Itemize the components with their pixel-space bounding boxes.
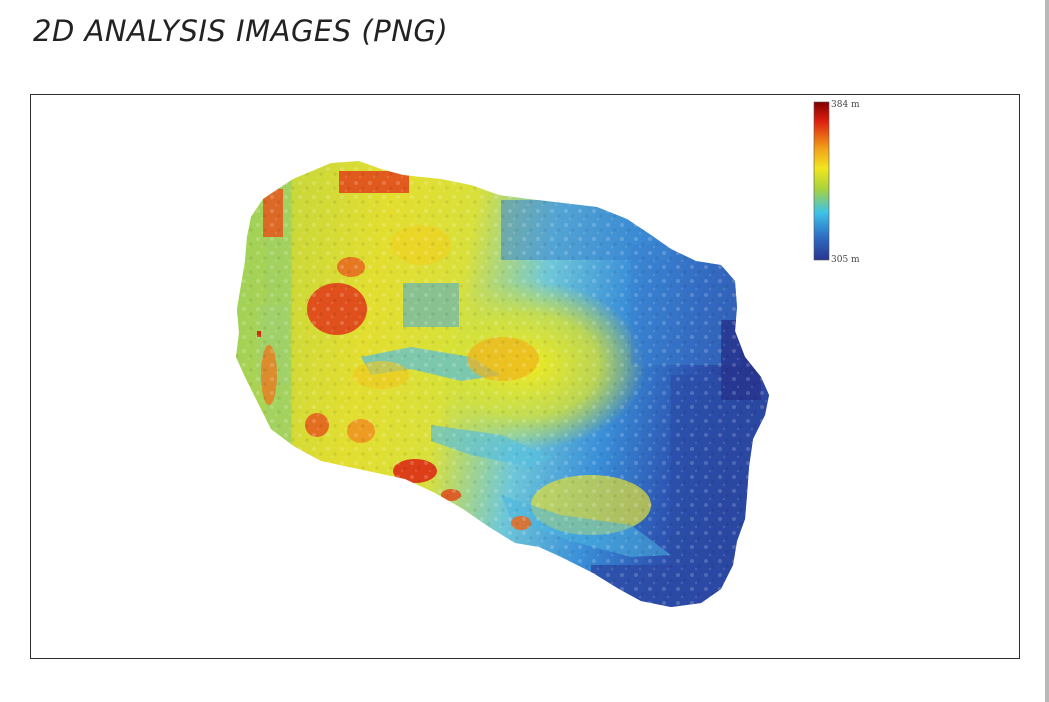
elevation-figure-frame: 384 m 305 m xyxy=(30,94,1020,659)
colorbar-gradient xyxy=(813,101,830,261)
page-title: 2D ANALYSIS IMAGES (PNG) xyxy=(33,14,449,48)
colorbar-min-label: 305 m xyxy=(831,255,860,265)
page-edge-rule xyxy=(1045,0,1049,702)
colorbar: 384 m 305 m xyxy=(813,100,860,265)
elevation-map xyxy=(236,161,769,607)
colorbar-max-label: 384 m xyxy=(831,100,860,110)
elevation-map-figure: 384 m 305 m xyxy=(236,100,860,607)
